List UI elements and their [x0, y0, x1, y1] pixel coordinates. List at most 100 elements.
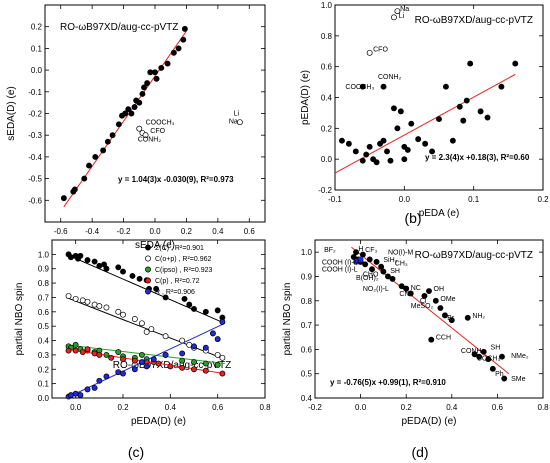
data-point: [125, 106, 132, 113]
y-axis-label: pEDA(D) (e): [300, 70, 311, 125]
point-annotation: NMe₂: [511, 353, 529, 360]
data-point: [158, 64, 165, 71]
data-point: [120, 356, 126, 363]
y-tick-label: -0.6: [28, 196, 42, 205]
y-tick-label: 0.3: [38, 351, 50, 360]
x-tick-label: -0.2: [308, 403, 322, 412]
x-tick-label: -0.1: [328, 195, 342, 204]
x-tick-label: 0.2: [181, 227, 193, 236]
chart-title: RO-ωB97XD/aug-cc-pVTZ: [415, 250, 533, 261]
x-axis-label: pEDA(D) (e): [131, 416, 186, 427]
point-annotation: COOCH₃: [345, 84, 374, 91]
data-point: [442, 83, 449, 90]
plot-frame: [334, 4, 544, 191]
data-point: [143, 363, 150, 370]
data-point: [79, 349, 86, 355]
data-point: [373, 159, 380, 166]
series-fit-line: [65, 322, 225, 399]
data-point: [131, 316, 138, 322]
data-point: [81, 175, 88, 182]
data-point: [180, 36, 187, 43]
y-tick-label: 0.7: [38, 293, 50, 302]
data-point: [345, 140, 352, 147]
data-point: [463, 97, 470, 104]
data-point: [366, 49, 373, 56]
data-point: [422, 140, 429, 147]
data-point: [501, 375, 508, 382]
x-tick-label: 0.2: [401, 403, 413, 412]
x-tick-label: 0.8: [259, 403, 271, 412]
data-point: [363, 151, 370, 158]
data-point: [498, 83, 505, 90]
data-point: [142, 132, 149, 139]
fit-equation: y = 1.04(3)x -0.030(9), R²=0.973: [118, 175, 234, 184]
data-point: [128, 110, 135, 117]
data-point: [448, 317, 455, 324]
data-point: [456, 103, 463, 110]
x-tick-label: 0.6: [244, 227, 256, 236]
data-point: [77, 252, 84, 259]
y-tick-label: 1.0: [301, 248, 313, 257]
data-point: [84, 386, 91, 393]
x-tick-label: 0.8: [537, 403, 549, 412]
data-point: [432, 297, 439, 304]
data-point: [421, 292, 428, 299]
data-point: [136, 125, 143, 132]
data-point: [179, 350, 186, 357]
data-point: [86, 162, 92, 169]
y-tick-label: 0.8: [321, 32, 333, 41]
point-annotation: Li: [234, 111, 240, 118]
data-point: [96, 351, 103, 358]
data-point: [477, 108, 484, 115]
y-tick-label: 0.1: [38, 380, 50, 389]
y-tick-label: 0.1: [31, 44, 43, 53]
fit-equation: y = -0.76(5)x +0.99(1), R²=0.910: [330, 378, 446, 387]
y-tick-label: 0.6: [301, 345, 313, 354]
data-point: [398, 283, 405, 290]
y-tick-label: -0.5: [28, 175, 42, 184]
x-axis-label: pEDA (e): [419, 208, 460, 219]
legend-marker: [145, 266, 151, 273]
data-point: [108, 354, 115, 361]
point-annotation: CONH₂: [138, 137, 162, 144]
data-point: [415, 136, 422, 143]
data-point: [214, 307, 221, 314]
data-point: [136, 99, 143, 106]
data-point: [65, 293, 72, 299]
x-tick-label: 0.2: [117, 403, 129, 412]
data-point: [167, 363, 174, 370]
x-axis-label: sEDA (e): [135, 240, 175, 251]
y-tick-label: 0.4: [301, 394, 313, 403]
data-point: [120, 311, 126, 318]
x-tick-label: 0.1: [468, 195, 480, 204]
y-tick-label: 0.4: [38, 337, 50, 346]
data-point: [404, 146, 411, 153]
data-point: [373, 258, 380, 265]
point-annotation: CHO: [363, 271, 379, 278]
data-point: [96, 303, 103, 310]
y-tick-label: 1.0: [38, 250, 50, 259]
panel-a: -0.6 -0.4 -0.2 0.0 0.2 0.4 0.6 -0.6 -0.5 -0.4 -0.3…: [6, 4, 266, 251]
data-point: [397, 108, 404, 115]
y-axis-label: sEDA(D) (e): [6, 86, 17, 140]
data-point: [460, 117, 467, 124]
data-point: [77, 392, 84, 399]
data-point: [84, 257, 91, 264]
data-point: [219, 370, 226, 377]
data-point: [131, 104, 138, 110]
point-annotation: Na: [229, 118, 238, 125]
data-point: [136, 275, 143, 282]
data-point: [153, 75, 160, 82]
data-point: [202, 344, 209, 351]
y-tick-label: 0.0: [38, 394, 50, 403]
data-point: [138, 359, 145, 366]
data-point: [403, 285, 410, 292]
data-point: [499, 353, 505, 360]
series-fit-line: [66, 253, 225, 324]
point-annotation: NO₂(I)-L: [363, 286, 389, 293]
point-annotation: SiH₃: [383, 257, 397, 264]
point-annotation: MeSO₂: [411, 303, 434, 310]
y-tick-label: 1.0: [321, 1, 333, 10]
point-annotation: COOCH₃: [146, 119, 175, 126]
